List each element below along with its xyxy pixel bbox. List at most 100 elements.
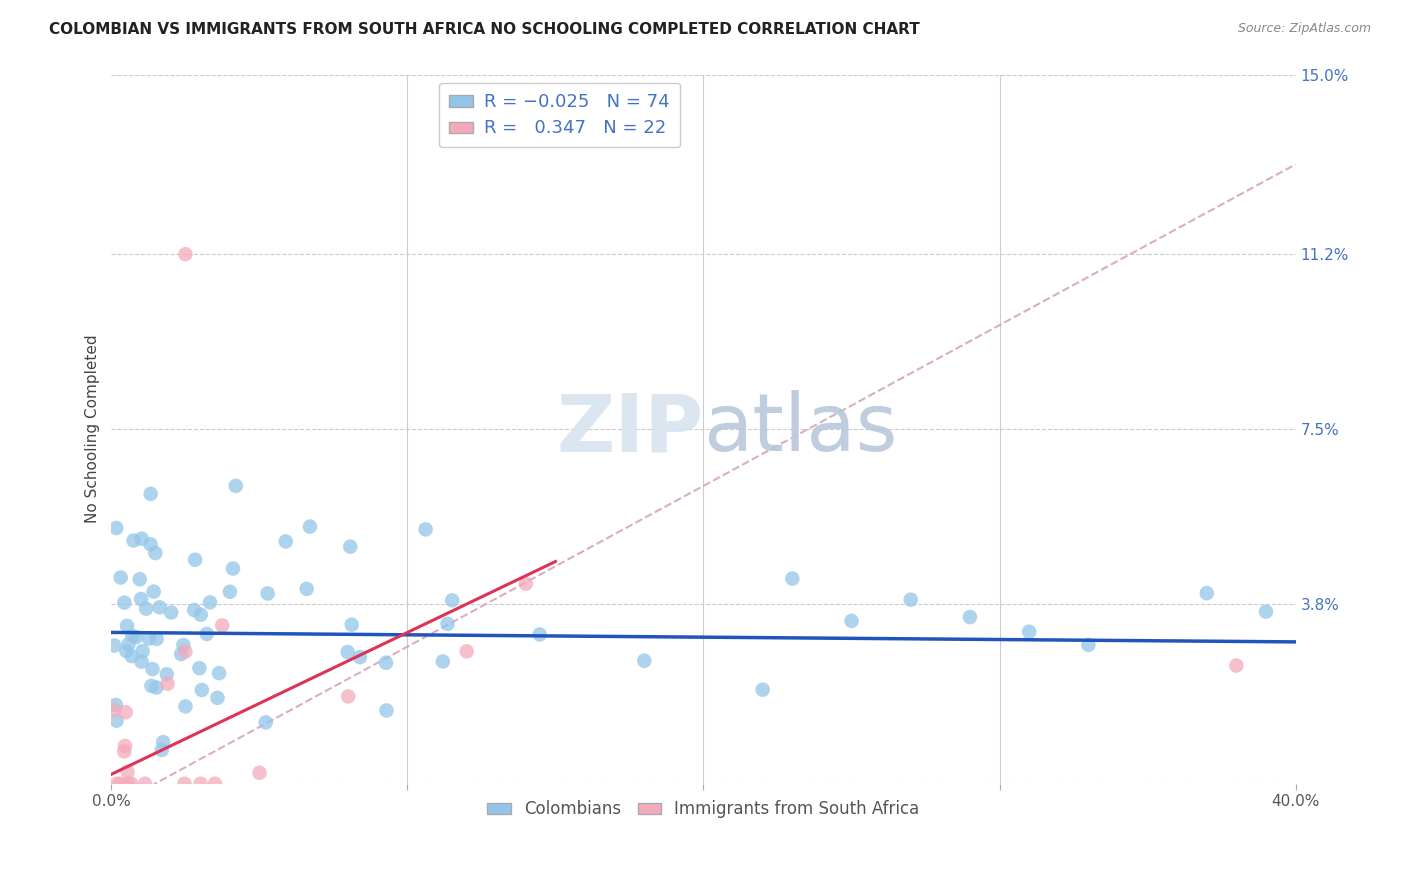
- Point: [432, 655, 454, 669]
- Point: [184, 553, 207, 567]
- Point: [1077, 638, 1099, 652]
- Point: [336, 645, 359, 659]
- Point: [349, 650, 371, 665]
- Point: [191, 682, 214, 697]
- Point: [782, 572, 804, 586]
- Point: [131, 532, 153, 546]
- Point: [117, 764, 139, 779]
- Point: [135, 601, 157, 615]
- Point: [198, 595, 221, 609]
- Point: [115, 619, 138, 633]
- Point: [1018, 624, 1040, 639]
- Point: [195, 627, 218, 641]
- Point: [633, 654, 655, 668]
- Point: [156, 667, 179, 681]
- Point: [103, 639, 125, 653]
- Point: [114, 706, 136, 720]
- Point: [339, 540, 361, 554]
- Point: [207, 690, 229, 705]
- Text: atlas: atlas: [703, 390, 898, 468]
- Point: [138, 632, 160, 646]
- Point: [959, 610, 981, 624]
- Point: [115, 644, 138, 658]
- Point: [190, 777, 212, 791]
- Text: ZIP: ZIP: [557, 390, 703, 468]
- Point: [274, 534, 297, 549]
- Point: [183, 603, 205, 617]
- Point: [208, 666, 231, 681]
- Point: [337, 690, 360, 704]
- Point: [900, 592, 922, 607]
- Point: [112, 596, 135, 610]
- Point: [131, 644, 153, 658]
- Point: [128, 572, 150, 586]
- Point: [298, 519, 321, 533]
- Point: [340, 617, 363, 632]
- Point: [103, 703, 125, 717]
- Point: [114, 739, 136, 753]
- Point: [150, 743, 173, 757]
- Point: [515, 576, 537, 591]
- Point: [156, 676, 179, 690]
- Point: [174, 247, 197, 261]
- Point: [841, 614, 863, 628]
- Point: [145, 546, 167, 560]
- Point: [1195, 586, 1218, 600]
- Point: [121, 649, 143, 664]
- Point: [456, 644, 478, 658]
- Point: [254, 715, 277, 730]
- Point: [375, 703, 398, 717]
- Point: [142, 584, 165, 599]
- Point: [131, 655, 153, 669]
- Point: [415, 522, 437, 536]
- Point: [219, 584, 242, 599]
- Point: [225, 479, 247, 493]
- Point: [139, 537, 162, 551]
- Point: [174, 699, 197, 714]
- Point: [160, 606, 183, 620]
- Point: [112, 744, 135, 758]
- Point: [105, 714, 128, 728]
- Point: [120, 777, 142, 791]
- Point: [104, 698, 127, 712]
- Point: [105, 521, 128, 535]
- Point: [110, 570, 132, 584]
- Point: [1254, 605, 1277, 619]
- Point: [188, 661, 211, 675]
- Point: [134, 777, 156, 791]
- Point: [129, 591, 152, 606]
- Point: [441, 593, 464, 607]
- Point: [436, 616, 458, 631]
- Point: [105, 777, 128, 791]
- Point: [172, 638, 194, 652]
- Point: [204, 777, 226, 791]
- Text: Source: ZipAtlas.com: Source: ZipAtlas.com: [1237, 22, 1371, 36]
- Y-axis label: No Schooling Completed: No Schooling Completed: [86, 334, 100, 524]
- Point: [145, 632, 167, 646]
- Point: [117, 637, 139, 651]
- Point: [174, 645, 197, 659]
- Point: [1225, 658, 1247, 673]
- Point: [170, 647, 193, 661]
- Point: [222, 561, 245, 575]
- Point: [211, 618, 233, 632]
- Text: COLOMBIAN VS IMMIGRANTS FROM SOUTH AFRICA NO SCHOOLING COMPLETED CORRELATION CHA: COLOMBIAN VS IMMIGRANTS FROM SOUTH AFRIC…: [49, 22, 920, 37]
- Point: [125, 630, 148, 644]
- Point: [117, 777, 139, 791]
- Point: [751, 682, 773, 697]
- Point: [256, 586, 278, 600]
- Point: [152, 735, 174, 749]
- Point: [375, 656, 398, 670]
- Point: [122, 533, 145, 548]
- Point: [295, 582, 318, 596]
- Point: [108, 777, 131, 791]
- Point: [173, 777, 195, 791]
- Point: [141, 679, 163, 693]
- Point: [145, 681, 167, 695]
- Point: [149, 600, 172, 615]
- Point: [139, 487, 162, 501]
- Point: [249, 765, 271, 780]
- Point: [190, 607, 212, 622]
- Point: [529, 627, 551, 641]
- Point: [141, 662, 163, 676]
